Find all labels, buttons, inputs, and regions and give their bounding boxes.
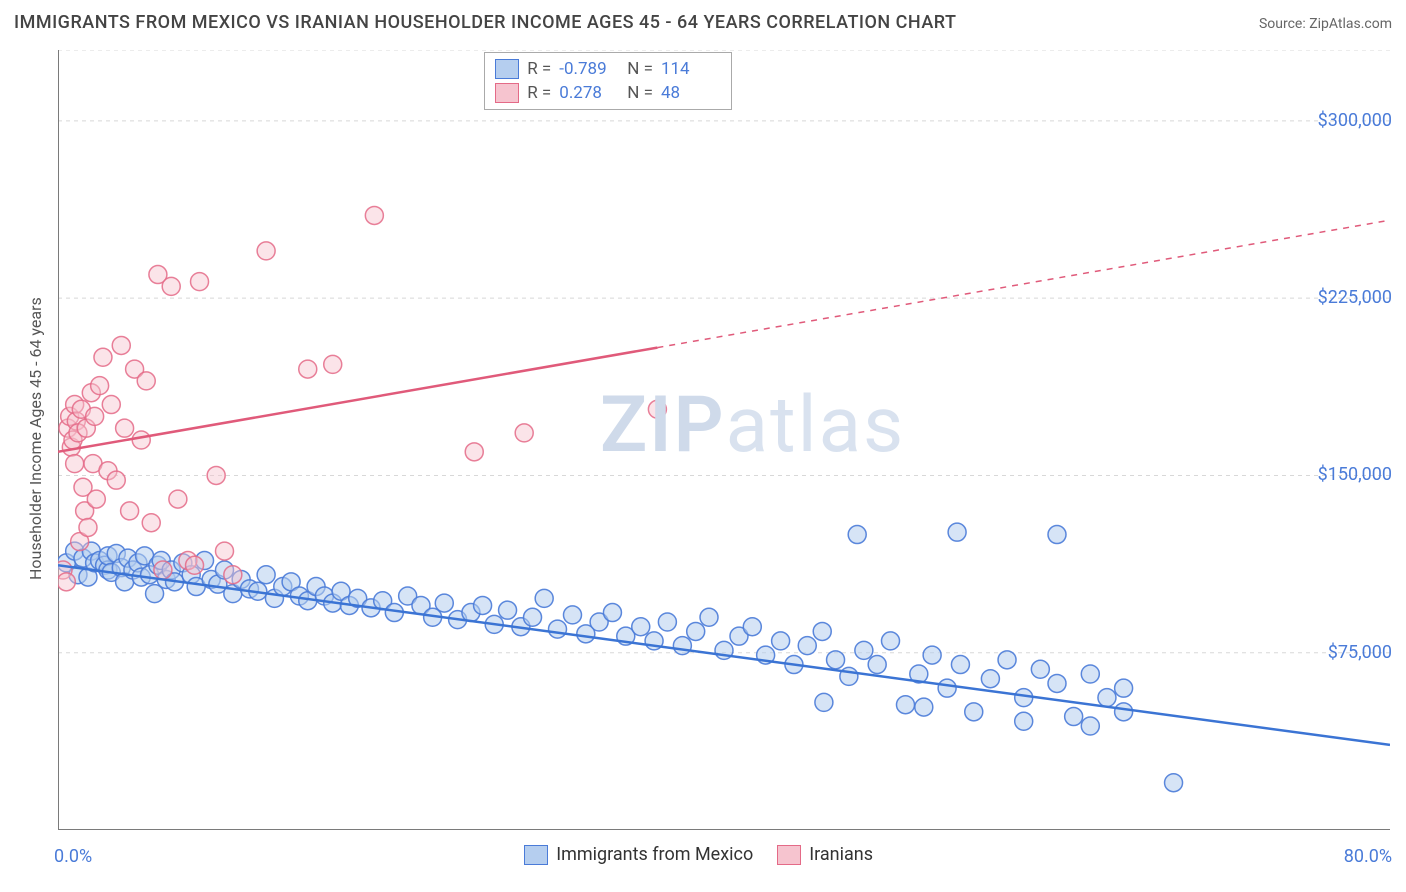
legend-correlation: R =-0.789N =114R =0.278N =48 xyxy=(484,52,732,110)
x-max-label: 80.0% xyxy=(1344,846,1392,867)
legend-series-item: Iranians xyxy=(777,844,873,865)
y-tick-label: $300,000 xyxy=(1318,110,1392,131)
y-axis-label: Householder Income Ages 45 - 64 years xyxy=(26,297,45,580)
legend-correlation-row: R =-0.789N =114 xyxy=(495,57,721,81)
legend-series: Immigrants from Mexico Iranians xyxy=(524,844,873,865)
legend-correlation-row: R =0.278N =48 xyxy=(495,81,721,105)
chart-svg xyxy=(58,50,1390,830)
y-tick-label: $150,000 xyxy=(1318,464,1392,485)
y-tick-label: $225,000 xyxy=(1318,287,1392,308)
x-min-label: 0.0% xyxy=(54,846,92,867)
title-bar: IMMIGRANTS FROM MEXICO VS IRANIAN HOUSEH… xyxy=(14,12,1392,33)
legend-series-item: Immigrants from Mexico xyxy=(524,844,753,865)
chart-title: IMMIGRANTS FROM MEXICO VS IRANIAN HOUSEH… xyxy=(14,12,956,33)
y-tick-label: $75,000 xyxy=(1328,642,1392,663)
plot-area xyxy=(58,50,1390,830)
source-label: Source: ZipAtlas.com xyxy=(1259,16,1392,32)
